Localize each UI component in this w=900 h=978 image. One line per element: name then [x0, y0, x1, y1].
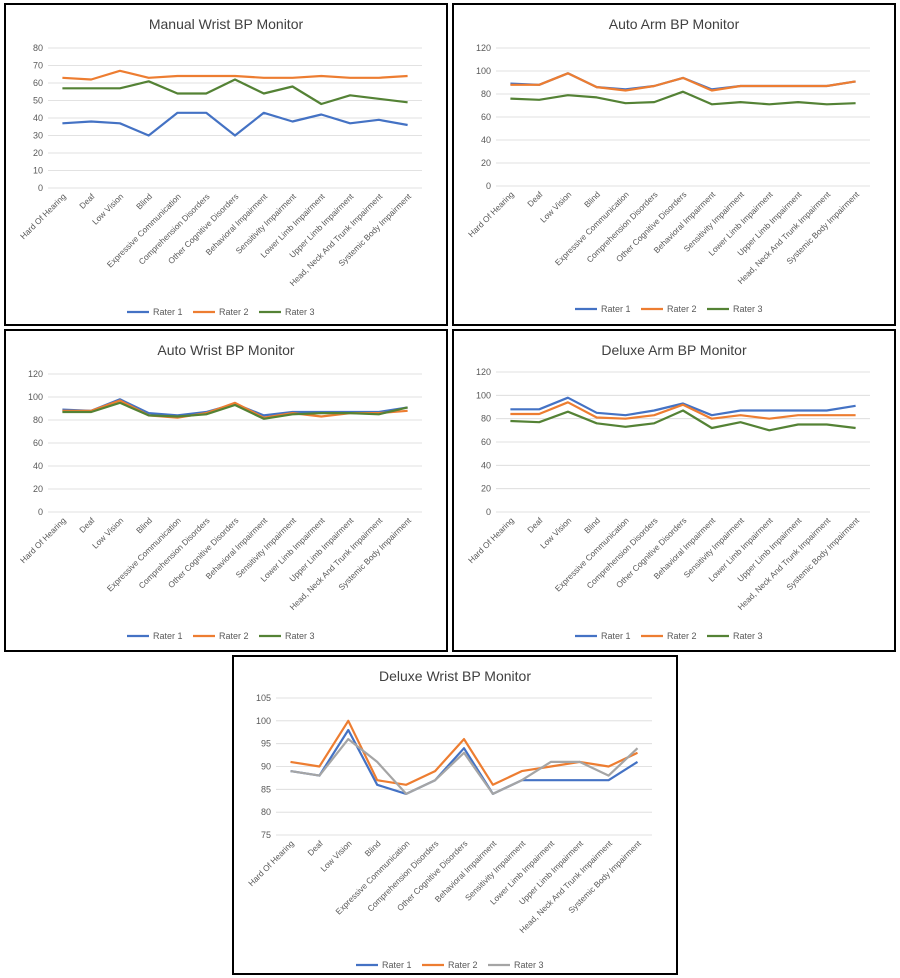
series-line-rater-1: [510, 396, 856, 417]
y-tick-label: 80: [33, 43, 43, 53]
y-tick-label: 95: [261, 739, 271, 749]
series-line-rater-1: [290, 728, 639, 795]
x-tick-label: Blind: [363, 838, 383, 858]
legend-label: Rater 3: [285, 307, 315, 317]
legend-label: Rater 1: [153, 307, 183, 317]
y-tick-label: 30: [33, 131, 43, 141]
legend-label: Rater 2: [448, 960, 478, 970]
x-tick-label: Deaf: [525, 515, 545, 535]
y-tick-label: 0: [38, 183, 43, 193]
y-tick-label: 60: [33, 438, 43, 448]
x-tick-label: Deaf: [77, 191, 97, 211]
series-line-rater-3: [290, 737, 639, 795]
y-tick-label: 40: [481, 135, 491, 145]
y-tick-label: 70: [33, 61, 43, 71]
y-tick-label: 60: [33, 78, 43, 88]
chart-panel-manual-wrist: Manual Wrist BP Monitor 0 10 20 30 40 50 60 70 80…: [4, 3, 448, 326]
legend-label: Rater 1: [153, 631, 183, 641]
y-tick-label: 120: [28, 369, 43, 379]
x-tick-label: Low Vision: [90, 515, 126, 551]
y-tick-label: 80: [481, 414, 491, 424]
chart-svg: Deluxe Wrist BP Monitor 75 80 85 90 95 100 105 H…: [246, 668, 652, 970]
y-tick-label: 40: [481, 460, 491, 470]
series-line-rater-2: [62, 69, 408, 81]
chart-panel-deluxe-arm: Deluxe Arm BP Monitor 0 20 40 60 80 100 120 Hard…: [452, 329, 896, 652]
y-tick-label: 40: [33, 461, 43, 471]
chart-svg: Auto Arm BP Monitor 0 20 40 60 80 100 120 Hard O…: [466, 16, 870, 314]
chart-panel-auto-wrist: Auto Wrist BP Monitor 0 20 40 60 80 100 120 Hard…: [4, 329, 448, 652]
y-tick-label: 80: [33, 415, 43, 425]
legend-label: Rater 2: [219, 307, 249, 317]
chart-title: Deluxe Arm BP Monitor: [601, 342, 747, 358]
x-tick-label: Low Vision: [318, 838, 354, 874]
y-tick-label: 0: [38, 507, 43, 517]
y-tick-label: 105: [256, 693, 271, 703]
x-tick-label: Blind: [582, 515, 602, 535]
legend-label: Rater 3: [285, 631, 315, 641]
y-tick-label: 60: [481, 437, 491, 447]
y-tick-label: 100: [28, 392, 43, 402]
chart-title: Auto Arm BP Monitor: [609, 16, 740, 32]
chart-svg: Deluxe Arm BP Monitor 0 20 40 60 80 100 120 Hard…: [466, 342, 870, 641]
x-tick-label: Hard Of Hearing: [466, 189, 516, 239]
x-tick-label: Deaf: [77, 515, 97, 535]
x-tick-label: Blind: [582, 189, 602, 209]
y-tick-label: 120: [476, 43, 491, 53]
y-tick-label: 20: [481, 158, 491, 168]
chart-panel-deluxe-wrist: Deluxe Wrist BP Monitor 75 80 85 90 95 100 105 H…: [232, 655, 678, 975]
y-tick-label: 120: [476, 367, 491, 377]
legend-label: Rater 1: [601, 631, 631, 641]
y-tick-label: 100: [476, 390, 491, 400]
x-tick-label: Blind: [134, 191, 154, 211]
x-tick-label: Blind: [134, 515, 154, 535]
chart-svg: Manual Wrist BP Monitor 0 10 20 30 40 50 60 70 80…: [18, 16, 422, 317]
legend-label: Rater 2: [667, 631, 697, 641]
x-tick-label: Hard Of Hearing: [18, 191, 68, 241]
y-tick-label: 80: [261, 807, 271, 817]
y-tick-label: 100: [256, 716, 271, 726]
legend-label: Rater 3: [514, 960, 544, 970]
y-tick-label: 75: [261, 830, 271, 840]
legend-label: Rater 3: [733, 631, 763, 641]
series-line-rater-3: [510, 409, 856, 432]
x-tick-label: Hard Of Hearing: [466, 515, 516, 565]
y-tick-label: 85: [261, 784, 271, 794]
series-line-rater-2: [510, 401, 856, 420]
series-line-rater-3: [62, 401, 408, 420]
x-tick-label: Hard Of Hearing: [246, 838, 296, 888]
legend-label: Rater 2: [667, 304, 697, 314]
chart-title: Auto Wrist BP Monitor: [157, 342, 295, 358]
series-line-rater-1: [62, 111, 408, 137]
chart-svg: Auto Wrist BP Monitor 0 20 40 60 80 100 120 Hard…: [18, 342, 422, 641]
series-line-rater-3: [62, 78, 408, 106]
y-tick-label: 90: [261, 762, 271, 772]
chart-panel-auto-arm: Auto Arm BP Monitor 0 20 40 60 80 100 120 Hard O…: [452, 3, 896, 326]
y-tick-label: 20: [33, 484, 43, 494]
x-tick-label: Hard Of Hearing: [18, 515, 68, 565]
y-tick-label: 50: [33, 96, 43, 106]
legend-label: Rater 1: [382, 960, 412, 970]
x-tick-label: Low Vision: [538, 515, 574, 551]
y-tick-label: 10: [33, 166, 43, 176]
y-tick-label: 80: [481, 89, 491, 99]
y-tick-label: 100: [476, 66, 491, 76]
chart-title: Deluxe Wrist BP Monitor: [379, 668, 531, 684]
y-tick-label: 40: [33, 113, 43, 123]
x-tick-label: Deaf: [525, 189, 545, 209]
x-tick-label: Low Vision: [90, 191, 126, 227]
series-line-rater-2: [510, 72, 856, 92]
series-line-rater-2: [62, 399, 408, 419]
x-tick-label: Low Vision: [538, 189, 574, 225]
legend-label: Rater 2: [219, 631, 249, 641]
y-tick-label: 0: [486, 507, 491, 517]
legend-label: Rater 1: [601, 304, 631, 314]
y-tick-label: 20: [33, 148, 43, 158]
chart-title: Manual Wrist BP Monitor: [149, 16, 304, 32]
x-tick-label: Deaf: [305, 838, 325, 858]
y-tick-label: 20: [481, 484, 491, 494]
series-line-rater-3: [510, 90, 856, 106]
legend-label: Rater 3: [733, 304, 763, 314]
y-tick-label: 0: [486, 181, 491, 191]
y-tick-label: 60: [481, 112, 491, 122]
